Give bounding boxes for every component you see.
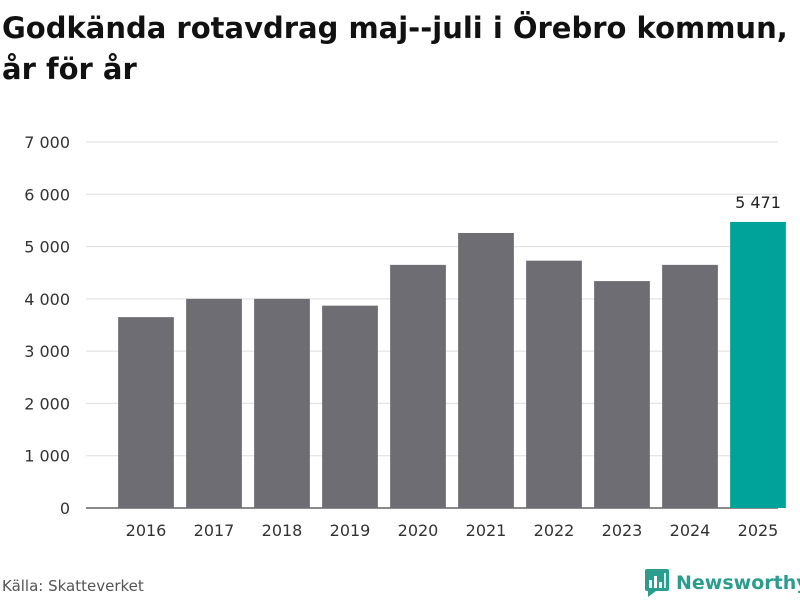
x-tick-label: 2018 xyxy=(262,521,303,540)
bar-2017 xyxy=(186,298,242,508)
chart-title: Godkända rotavdrag maj--juli i Örebro ko… xyxy=(2,11,788,86)
x-tick-label: 2016 xyxy=(126,521,167,540)
bar-2020 xyxy=(390,264,446,508)
bar-2021 xyxy=(458,232,514,508)
bar-2018 xyxy=(254,298,310,508)
x-tick-label: 2021 xyxy=(466,521,507,540)
y-tick-label: 4 000 xyxy=(24,290,70,309)
y-tick-label: 6 000 xyxy=(24,185,70,204)
brand-name: Newsworthy xyxy=(676,572,800,594)
x-tick-label: 2020 xyxy=(398,521,439,540)
x-tick-label: 2025 xyxy=(738,521,779,540)
y-tick-label: 7 000 xyxy=(24,133,70,152)
y-axis-labels: 0 1 000 2 000 3 000 4 000 5 000 6 000 7 000 xyxy=(24,133,70,518)
data-labels: 5 471 xyxy=(735,193,781,212)
x-tick-label: 2023 xyxy=(602,521,643,540)
x-tick-label: 2022 xyxy=(534,521,575,540)
newsworthy-logo: Newsworthy xyxy=(644,568,800,598)
x-tick-label: 2017 xyxy=(194,521,235,540)
bar-2024 xyxy=(662,264,718,508)
bar-2023 xyxy=(594,281,650,508)
bar-2022 xyxy=(526,260,582,508)
bar-2025 xyxy=(730,221,786,508)
x-tick-label: 2024 xyxy=(670,521,711,540)
bar-2019 xyxy=(322,305,378,508)
y-tick-label: 5 000 xyxy=(24,238,70,257)
bars xyxy=(118,221,786,508)
bar-2016 xyxy=(118,317,174,508)
newsworthy-logo-icon xyxy=(645,569,669,597)
data-label: 5 471 xyxy=(735,193,781,212)
x-tick-label: 2019 xyxy=(330,521,371,540)
y-tick-label: 0 xyxy=(60,499,70,518)
y-tick-label: 2 000 xyxy=(24,394,70,413)
y-tick-label: 1 000 xyxy=(24,447,70,466)
y-tick-label: 3 000 xyxy=(24,342,70,361)
x-axis-labels: 2016 2017 2018 2019 2020 2021 2022 2023 2024 2025 xyxy=(126,521,779,540)
source-note: Källa: Skatteverket xyxy=(2,577,144,595)
